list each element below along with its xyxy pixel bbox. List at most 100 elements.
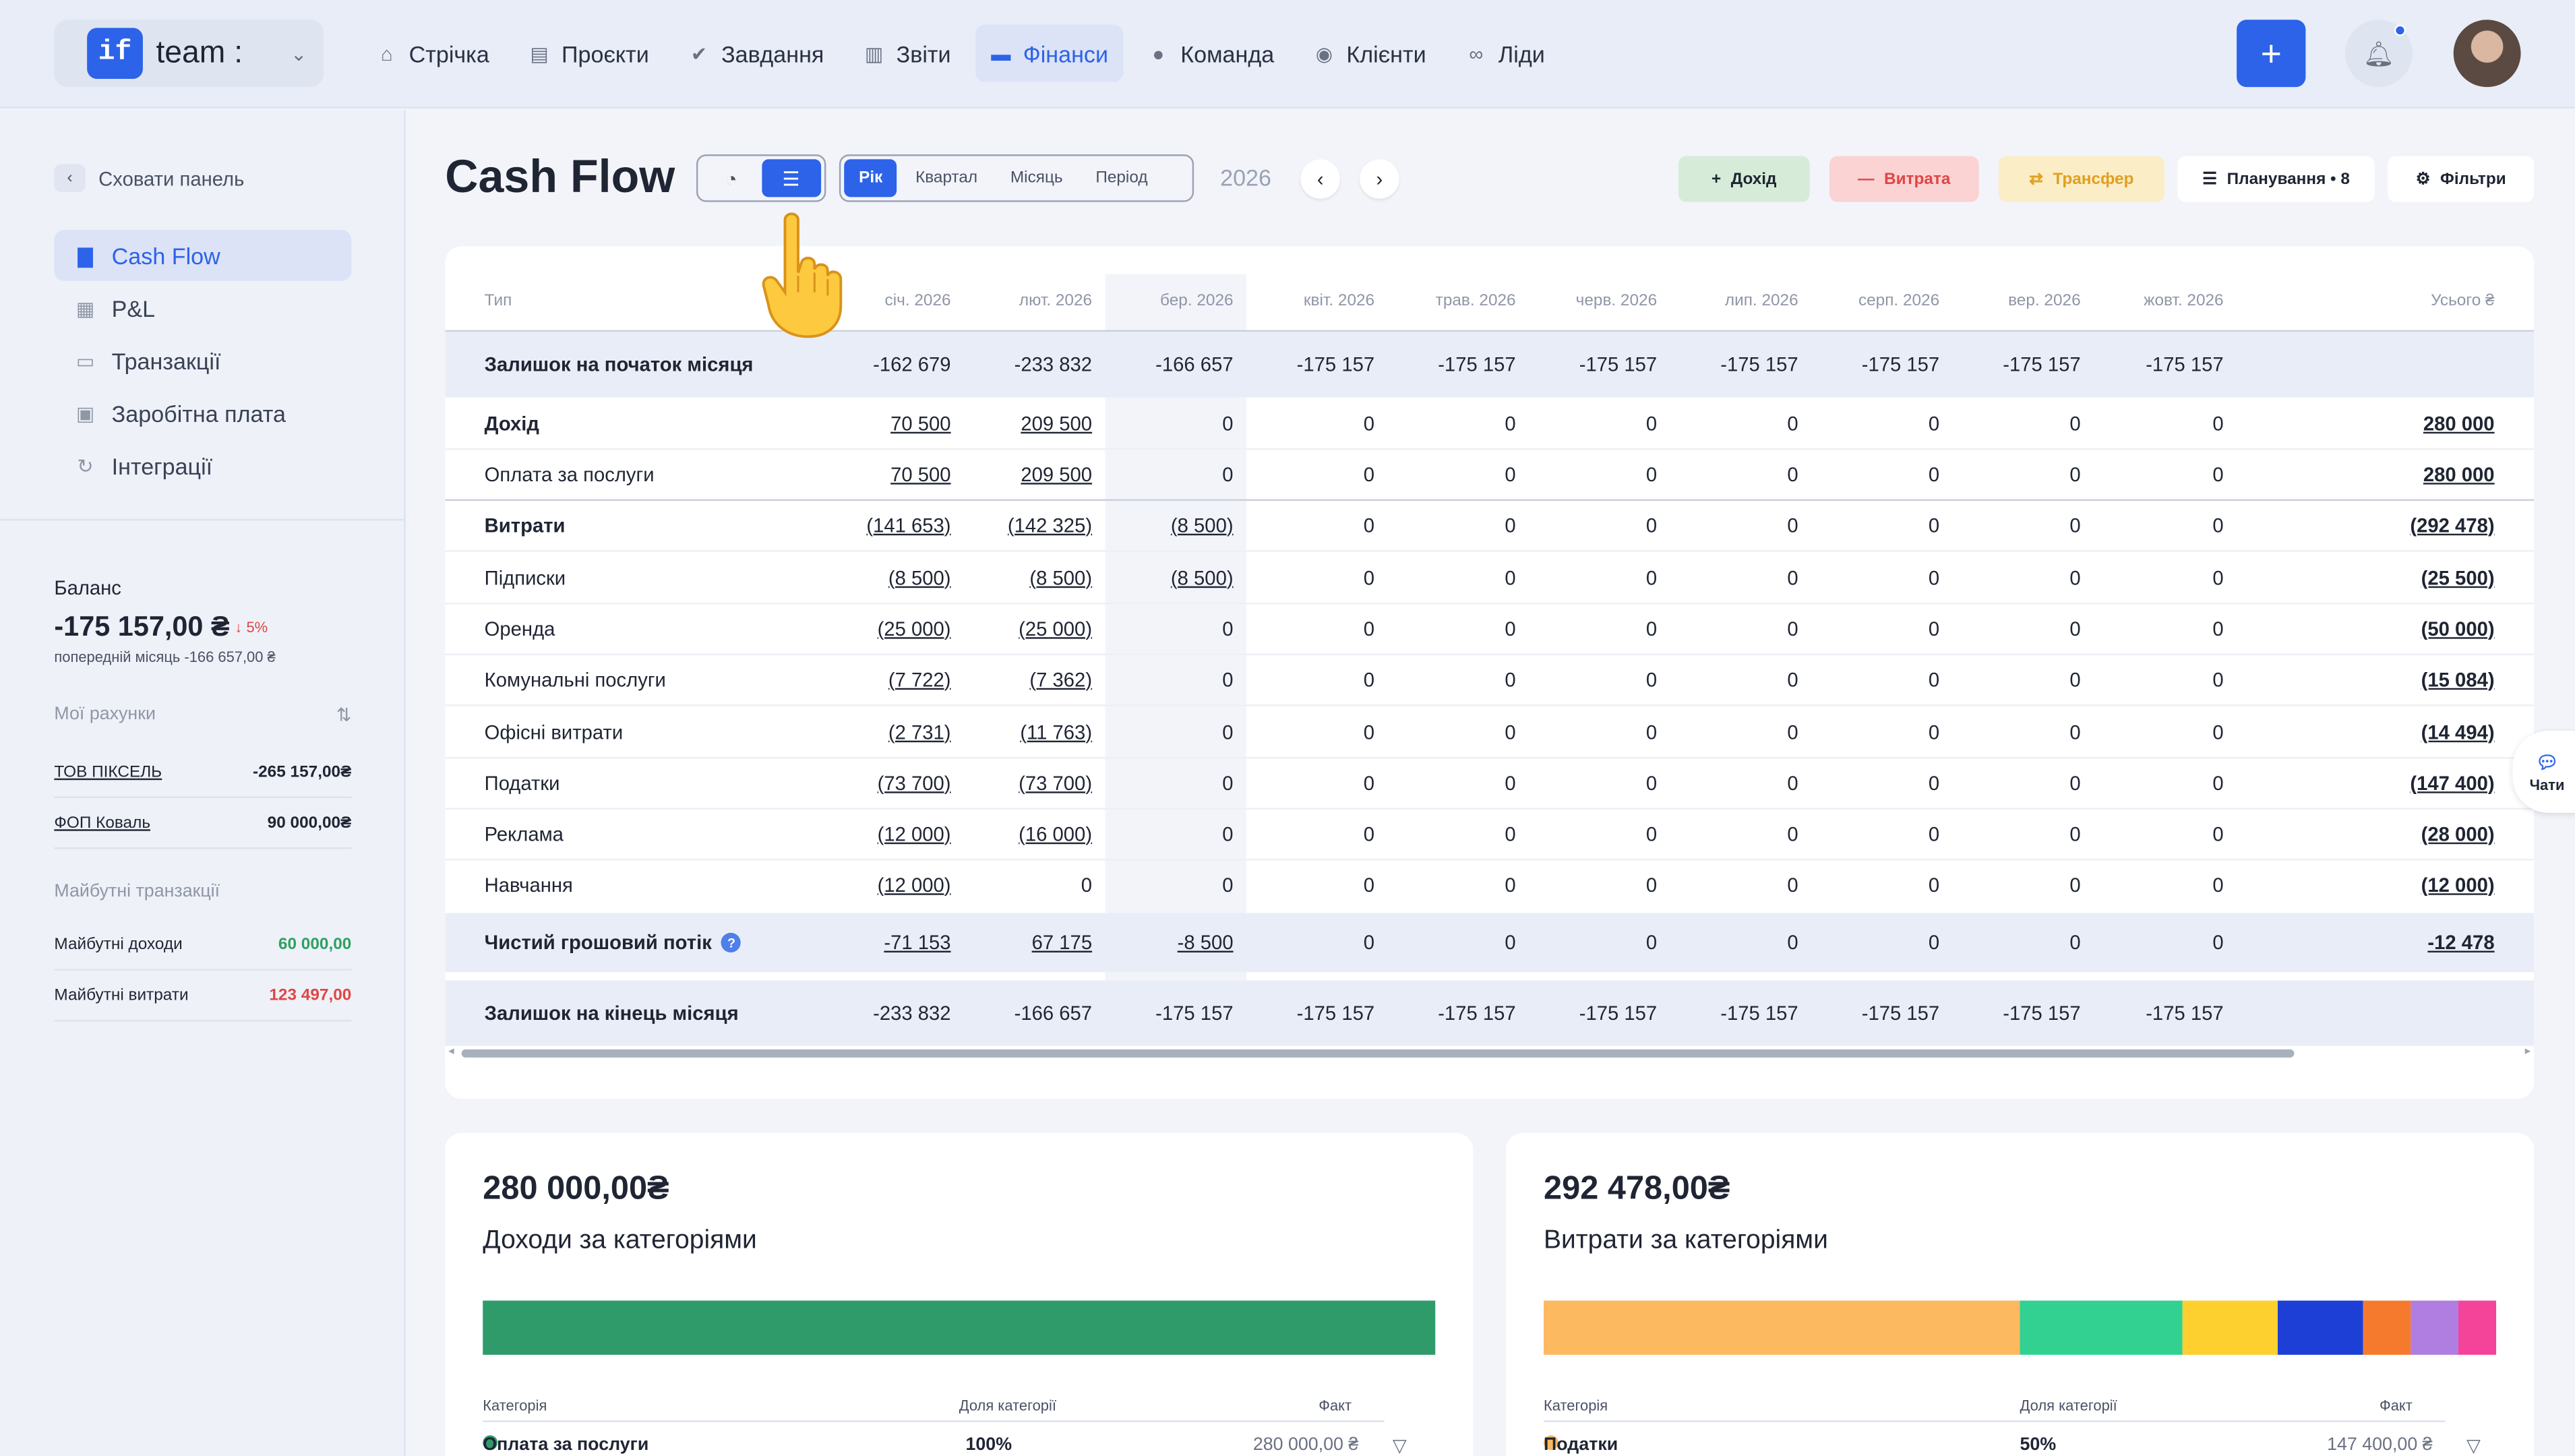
cell-total-text[interactable]: 280 000 [2423,411,2495,435]
filter-icon[interactable]: ▽ [2466,1436,2481,1456]
cell-total-text[interactable]: -12 478 [2427,931,2495,954]
sidebar-item-cash-flow[interactable]: ▇ Cash Flow [54,230,352,281]
pie-chart-view-button[interactable]: ◔ [701,159,761,197]
filter-icon[interactable]: ▽ [1392,1436,1407,1456]
account-row[interactable]: ФОП Коваль 90 000,00₴ [54,798,352,849]
row-taxes[interactable]: Податки (73 700) (73 700) 0 0 0 0 0 0 0 0 (147 400) [445,757,2534,808]
scroll-left-icon[interactable]: ◂ [448,1045,454,1058]
cell-total-text[interactable]: (14 494) [2421,720,2495,744]
notifications-button[interactable]: 🔔︎ [2344,20,2413,88]
nav-item-projects[interactable]: ▤ Проєкти [514,25,663,82]
column-month-header[interactable]: бер. 2026 [1160,292,1234,311]
row-opening-balance[interactable]: Залишок на початок місяця -162 679 -233 83… [445,332,2535,398]
cell-text[interactable]: (7 722) [888,667,951,691]
nav-item-clients[interactable]: ◉ Клієнти [1299,25,1441,82]
cell-text[interactable]: -8 500 [1177,931,1234,954]
table-view-button[interactable]: ☰ [761,159,822,198]
scroll-right-icon[interactable]: ▸ [2524,1045,2531,1058]
cell-total-text[interactable]: (50 000) [2421,616,2495,640]
column-month-header[interactable]: вер. 2026 [2008,292,2081,311]
cell-total-text[interactable]: (292 478) [2410,513,2495,537]
planning-button[interactable]: ☰ Планування • 8 [2177,156,2375,202]
cell-total-text[interactable]: (12 000) [2421,872,2495,896]
sidebar-item-integrations[interactable]: ↻ Інтеграції [54,440,351,491]
prev-year-button[interactable]: ‹ [1300,159,1340,199]
cell-text[interactable]: (142 325) [1007,513,1093,537]
cell-text[interactable]: (12 000) [877,872,951,896]
nav-item-feed[interactable]: ⌂ Стрічка [361,25,504,82]
chats-button[interactable]: 💬︎ Чати [2512,731,2575,813]
cell-text[interactable]: (8 500) [888,566,951,589]
cell-total-text[interactable]: (15 084) [2421,667,2495,691]
row-closing-balance[interactable]: Залишок на кінець місяця -233 832 -166 657… [445,980,2535,1046]
row-label-text: Реклама [484,822,564,845]
column-month-header[interactable]: жовт. 2026 [2144,292,2224,311]
column-month-header[interactable]: серп. 2026 [1858,292,1940,311]
add-income-button[interactable]: + Дохід [1678,156,1810,202]
sidebar-item-pl[interactable]: ▦ P&L [54,282,351,334]
row-expenses[interactable]: Витрати (141 653) (142 325) (8 500) 0 0 0 0 0 0 0 (… [445,499,2534,551]
cell-total-text[interactable]: (147 400) [2410,770,2495,794]
next-year-button[interactable]: › [1360,159,1399,199]
hide-panel-button[interactable]: ‹ Сховати панель [54,164,244,193]
column-month-header[interactable]: квіт. 2026 [1303,292,1375,311]
cell-text[interactable]: 209 500 [1021,462,1093,485]
tab-month[interactable]: Місяць [1010,169,1063,187]
cell-text[interactable]: (73 700) [1019,770,1093,794]
cell-total-text[interactable]: (28 000) [2421,822,2495,845]
column-month-header[interactable]: січ. 2026 [884,292,951,311]
nav-item-finance[interactable]: ▬ Фінанси [975,24,1123,82]
nav-item-leads[interactable]: ∞ Ліди [1451,25,1560,82]
filters-button[interactable]: ⚙ Фільтри [2388,156,2535,202]
cell-text[interactable]: (141 653) [866,513,951,537]
tab-year[interactable]: Рік [844,159,898,198]
row-services[interactable]: Оплата за послуги 70 500 209 500 0 0 0 0 0 0 0 0 28… [445,448,2534,499]
row-subscriptions[interactable]: Підписки (8 500) (8 500) (8 500) 0 0 0 0 0 0 0 (25 … [445,552,2534,603]
cell-text[interactable]: (7 362) [1029,667,1093,691]
cell-text[interactable]: (2 731) [888,720,951,744]
row-office[interactable]: Офісні витрати (2 731) (11 763) 0 0 0 0 0 0 0 0 (14… [445,706,2534,758]
row-income[interactable]: Дохід 70 500 209 500 0 0 0 0 0 0 0 0 280 000 [445,398,2534,449]
cell-text[interactable]: (8 500) [1170,513,1234,537]
help-icon[interactable]: ? [721,932,741,952]
cell-text[interactable]: (12 000) [877,822,951,845]
row-net-cash-flow[interactable]: Чистий грошовий потік? -71 153 67 175 -8 50… [445,913,2535,973]
sidebar-item-transactions[interactable]: ▭ Транзакції [54,335,351,386]
account-row[interactable]: ТОВ ПІКСЕЛЬ -265 157,00₴ [54,747,352,798]
nav-item-reports[interactable]: ▥ Звіти [849,25,966,82]
create-button[interactable]: + [2237,20,2306,88]
row-ads[interactable]: Реклама (12 000) (16 000) 0 0 0 0 0 0 0 0 (28 000) [445,808,2534,859]
row-rent[interactable]: Оренда (25 000) (25 000) 0 0 0 0 0 0 0 0 (50 000) [445,603,2534,654]
tab-quarter[interactable]: Квартал [915,169,978,187]
nav-item-team[interactable]: ● Команда [1133,25,1290,82]
cell-text[interactable]: (8 500) [1170,566,1234,589]
cell-text[interactable]: (11 763) [1020,720,1093,744]
add-transfer-button[interactable]: ⇄ Трансфер [1998,156,2164,202]
sidebar-item-salary[interactable]: ▣ Заробітна плата [54,388,351,439]
nav-item-tasks[interactable]: ✔ Завдання [673,25,839,82]
column-month-header[interactable]: лип. 2026 [1724,292,1798,311]
cell-text[interactable]: (73 700) [877,770,951,794]
cell-text[interactable]: 70 500 [890,462,951,485]
column-month-header[interactable]: черв. 2026 [1575,292,1658,311]
user-avatar[interactable] [2453,20,2521,88]
cell-text[interactable]: -71 153 [884,931,951,954]
cell-text[interactable]: 70 500 [890,411,951,435]
cell-total-text[interactable]: 280 000 [2423,462,2495,485]
cell-total-text[interactable]: (25 500) [2421,566,2495,589]
cell-text[interactable]: (25 000) [1019,616,1093,640]
add-expense-button[interactable]: — Витрата [1829,156,1979,202]
tab-period[interactable]: Період [1095,169,1148,187]
row-utilities[interactable]: Комунальні послуги (7 722) (7 362) 0 0 0 0 0 0 0 0… [445,654,2534,705]
cell-text[interactable]: (8 500) [1029,566,1093,589]
scrollbar-thumb[interactable] [461,1049,2295,1058]
cell-text[interactable]: (25 000) [877,616,951,640]
cell-text[interactable]: (16 000) [1019,822,1093,845]
column-month-header[interactable]: трав. 2026 [1435,292,1516,311]
team-switcher[interactable]: if team : ⌄ [54,20,324,88]
sort-icon[interactable]: ⇅ [336,706,352,726]
cell-text[interactable]: 67 175 [1031,931,1093,954]
row-training[interactable]: Навчання (12 000) 0 0 0 0 0 0 0 0 0 (12 000) [445,859,2534,910]
column-month-header[interactable]: лют. 2026 [1019,292,1093,311]
cell-text[interactable]: 209 500 [1021,411,1093,435]
